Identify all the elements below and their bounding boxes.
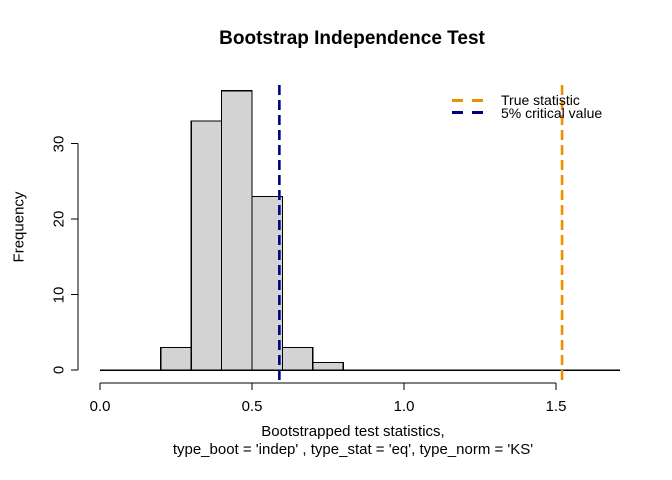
histogram-bar-3 <box>251 195 283 371</box>
y-tick-label-3: 30 <box>50 135 68 152</box>
legend-label-true-statistic: True statistic <box>501 92 580 109</box>
legend-item-true-statistic: True statistic <box>452 92 602 109</box>
chart-title: Bootstrap Independence Test <box>219 28 485 49</box>
x-axis-label: Bootstrapped test statistics, type_boot … <box>78 423 628 459</box>
x-axis-label-line2: type_boot = 'indep' , type_stat = 'eq', … <box>172 441 534 458</box>
histogram-bar-0 <box>160 346 192 371</box>
x-axis-label-line1: Bootstrapped test statistics, <box>261 423 445 440</box>
x-tick-label-3: 1.5 <box>545 398 567 415</box>
x-tick-label-2: 1.0 <box>393 398 415 415</box>
dashed-line-swatch-navy <box>452 111 484 115</box>
histogram-bar-2 <box>221 90 253 371</box>
y-tick-label-2: 20 <box>50 210 68 228</box>
x-tick-label-0: 0.0 <box>89 398 111 415</box>
histogram-bar-5 <box>312 361 344 371</box>
legend-item-critical-value: 5% critical value <box>452 104 603 121</box>
histogram-bar-4 <box>281 346 314 371</box>
y-tick-label-0: 0 <box>50 365 68 375</box>
y-tick-label-1: 10 <box>50 286 68 303</box>
dashed-line-swatch-orange <box>452 98 484 102</box>
histogram-bar-1 <box>190 120 223 371</box>
legend-label-critical-value: 5% critical value <box>501 104 603 121</box>
x-tick-label-1: 0.5 <box>241 398 263 415</box>
y-axis-label: Frequency <box>10 191 28 263</box>
legend: True statistic 5% critical value <box>452 92 603 121</box>
